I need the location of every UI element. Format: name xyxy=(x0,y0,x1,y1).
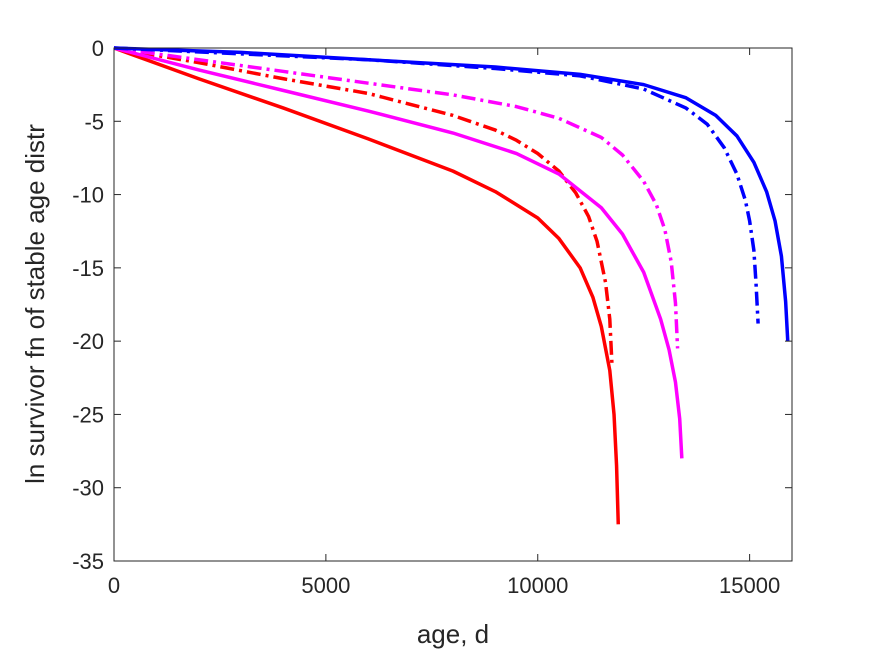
series-layer xyxy=(113,46,790,525)
x-tick-label: 0 xyxy=(108,573,120,598)
y-tick-label: -30 xyxy=(72,476,104,501)
plot-background xyxy=(114,48,792,561)
series-line-4 xyxy=(113,46,680,349)
x-axis-label: age, d xyxy=(417,619,489,649)
series-line-5 xyxy=(113,46,790,342)
y-axis-label: ln survivor fn of stable age distr xyxy=(20,124,50,484)
y-tick-label: -25 xyxy=(72,402,104,427)
y-tick-label: -10 xyxy=(72,183,104,208)
y-tick-label: -5 xyxy=(84,109,104,134)
y-tick-label: -35 xyxy=(72,549,104,574)
x-tick-label: 5000 xyxy=(301,573,350,598)
plot-frame xyxy=(113,47,793,562)
x-tick-label: 15000 xyxy=(719,573,780,598)
series-line-6 xyxy=(113,46,760,324)
y-tick-label: -15 xyxy=(72,256,104,281)
series-line-2 xyxy=(113,46,614,364)
tick-layer: 0 5000 10000 15000 0 -5 -10 -15 -20 -25 -30 -35 xyxy=(72,36,792,598)
y-tick-label: -20 xyxy=(72,329,104,354)
x-tick-label: 10000 xyxy=(507,573,568,598)
series-line-1 xyxy=(113,46,621,525)
series-line-3 xyxy=(113,46,684,459)
y-tick-label: 0 xyxy=(92,36,104,61)
